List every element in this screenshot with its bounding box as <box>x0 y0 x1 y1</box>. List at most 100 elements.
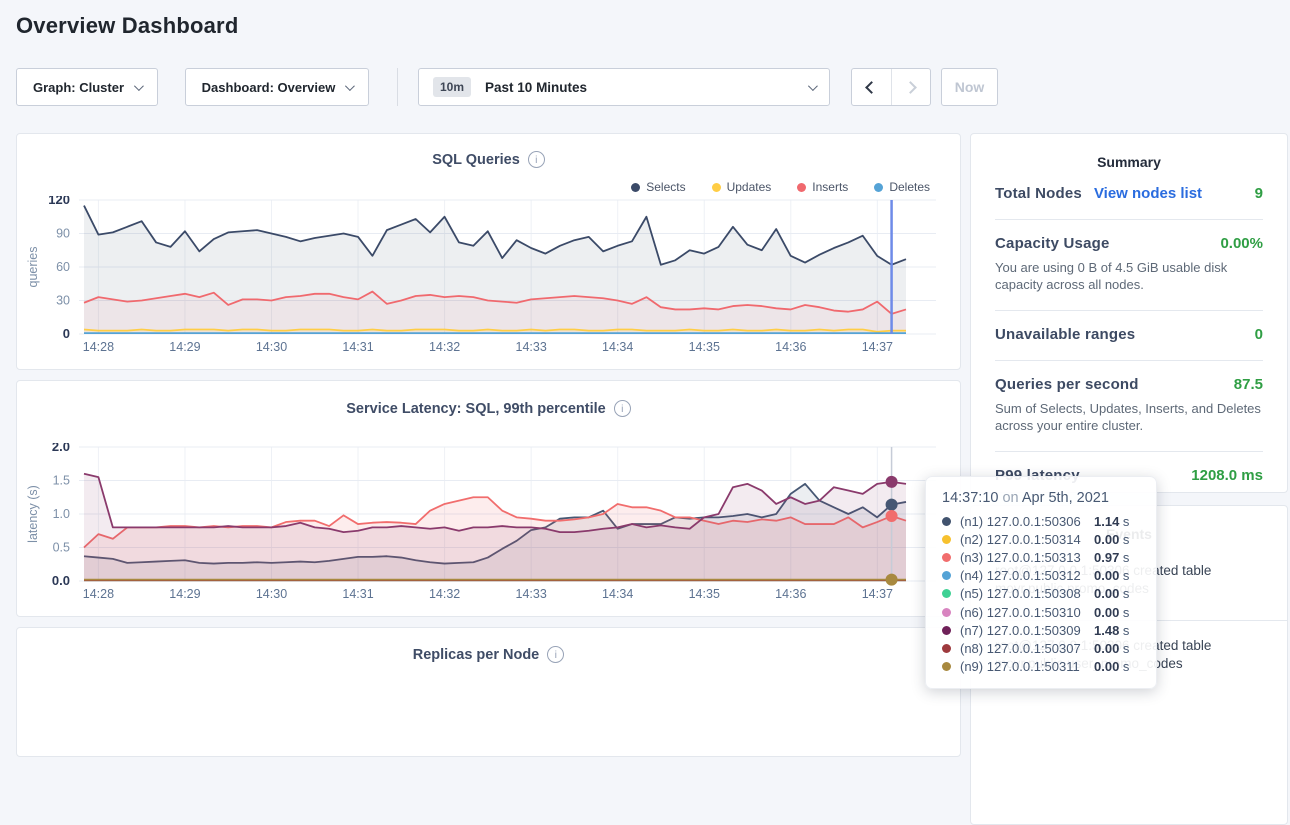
tooltip-unit: s <box>1123 532 1130 547</box>
svg-text:14:35: 14:35 <box>689 340 720 354</box>
tooltip-row: (n2) 127.0.0.1:50314 0.00 s <box>942 530 1140 548</box>
legend-dot <box>874 183 883 192</box>
info-icon[interactable]: i <box>528 151 545 168</box>
hover-dot <box>886 510 898 522</box>
svg-text:2.0: 2.0 <box>52 443 70 454</box>
view-nodes-link[interactable]: View nodes list <box>1094 185 1202 202</box>
svg-text:14:30: 14:30 <box>256 340 287 354</box>
graph-select-dropdown[interactable]: Graph: Cluster <box>16 68 158 106</box>
sql-queries-panel: SQL Queries i SelectsUpdatesInsertsDelet… <box>16 133 961 370</box>
series-dot-icon <box>942 608 951 617</box>
svg-text:90: 90 <box>56 227 70 241</box>
tooltip-node-label: (n5) 127.0.0.1:50308 <box>960 586 1081 601</box>
now-button[interactable]: Now <box>941 68 998 106</box>
tooltip-value: 0.00 s <box>1094 586 1140 601</box>
svg-text:14:37: 14:37 <box>862 587 893 601</box>
summary-title: Summary <box>995 134 1263 170</box>
svg-text:queries: queries <box>26 247 40 288</box>
series-dot-icon <box>942 535 951 544</box>
dashboard-select-dropdown[interactable]: Dashboard: Overview <box>185 68 369 106</box>
svg-text:1.5: 1.5 <box>53 474 70 488</box>
tooltip-unit: s <box>1123 550 1130 565</box>
svg-text:14:32: 14:32 <box>429 587 460 601</box>
dashboard-controls: Graph: Cluster Dashboard: Overview 10m P… <box>0 68 1290 106</box>
info-icon[interactable]: i <box>614 400 631 417</box>
chevron-left-icon <box>865 81 878 94</box>
chart-hover-tooltip: 14:37:10 on Apr 5th, 2021 (n1) 127.0.0.1… <box>925 476 1157 689</box>
svg-text:0: 0 <box>63 326 70 341</box>
tooltip-node-label: (n2) 127.0.0.1:50314 <box>960 532 1081 547</box>
summary-value: 9 <box>1255 185 1263 202</box>
charts-column: SQL Queries i SelectsUpdatesInsertsDelet… <box>16 133 961 757</box>
legend-label: Inserts <box>812 180 848 194</box>
svg-text:14:33: 14:33 <box>516 587 547 601</box>
tooltip-row: (n9) 127.0.0.1:503110.00 s <box>942 658 1140 676</box>
tooltip-value: 1.14 s <box>1094 514 1140 529</box>
time-range-label: Past 10 Minutes <box>485 80 587 95</box>
tooltip-node-label: (n7) 127.0.0.1:50309 <box>960 623 1081 638</box>
tooltip-unit: s <box>1123 586 1130 601</box>
legend-item-inserts[interactable]: Inserts <box>797 180 848 194</box>
time-range-dropdown[interactable]: 10m Past 10 Minutes <box>418 68 830 106</box>
tooltip-node-label: (n1) 127.0.0.1:50306 <box>960 514 1081 529</box>
tooltip-unit: s <box>1123 514 1130 529</box>
summary-value: 0 <box>1255 326 1263 343</box>
graph-select-label: Graph: Cluster <box>33 80 124 95</box>
summary-label: Unavailable ranges <box>995 326 1135 343</box>
service-latency-panel: Service Latency: SQL, 99th percentile i … <box>16 380 961 617</box>
svg-text:14:31: 14:31 <box>342 340 373 354</box>
legend-item-deletes[interactable]: Deletes <box>874 180 930 194</box>
svg-text:14:29: 14:29 <box>169 340 200 354</box>
summary-value: 0.00% <box>1220 235 1263 252</box>
legend-dot <box>797 183 806 192</box>
tooltip-row: (n4) 127.0.0.1:503120.00 s <box>942 567 1140 585</box>
series-dot-icon <box>942 589 951 598</box>
series-dot-icon <box>942 517 951 526</box>
series-dot-icon <box>942 553 951 562</box>
tooltip-value: 0.00 s <box>1094 641 1140 656</box>
legend-label: Deletes <box>889 180 930 194</box>
tooltip-value: 0.97 s <box>1094 550 1140 565</box>
summary-label: Queries per second <box>995 376 1139 393</box>
summary-subtext: You are using 0 B of 4.5 GiB usable disk… <box>995 259 1263 293</box>
summary-subtext: Sum of Selects, Updates, Inserts, and De… <box>995 400 1263 434</box>
svg-text:14:37: 14:37 <box>862 340 893 354</box>
time-prev-button[interactable] <box>852 69 892 105</box>
svg-text:14:32: 14:32 <box>429 340 460 354</box>
info-icon[interactable]: i <box>547 646 564 663</box>
summary-row: Total NodesView nodes list9 <box>995 170 1263 220</box>
summary-value: 87.5 <box>1234 376 1263 393</box>
svg-text:14:29: 14:29 <box>169 587 200 601</box>
svg-text:14:34: 14:34 <box>602 587 633 601</box>
legend-label: Selects <box>646 180 685 194</box>
time-next-button[interactable] <box>892 69 931 105</box>
time-nav-group <box>851 68 931 106</box>
tooltip-value: 0.00 s <box>1094 532 1140 547</box>
legend-dot <box>712 183 721 192</box>
tooltip-unit: s <box>1123 568 1130 583</box>
tooltip-node-label: (n6) 127.0.0.1:50310 <box>960 605 1081 620</box>
sql-queries-chart[interactable]: 14:2814:2914:3014:3114:3214:3314:3414:35… <box>17 196 946 363</box>
chart-title: Service Latency: SQL, 99th percentile <box>346 401 606 417</box>
tooltip-node-label: (n8) 127.0.0.1:50307 <box>960 641 1081 656</box>
legend-item-updates[interactable]: Updates <box>712 180 772 194</box>
chevron-right-icon <box>904 81 917 94</box>
svg-text:14:31: 14:31 <box>342 587 373 601</box>
page-title: Overview Dashboard <box>16 13 238 39</box>
series-dot-icon <box>942 626 951 635</box>
tooltip-value: 0.00 s <box>1094 659 1140 674</box>
series-dot-icon <box>942 571 951 580</box>
legend-dot <box>631 183 640 192</box>
svg-text:14:33: 14:33 <box>516 340 547 354</box>
chart-svg: 14:2814:2914:3014:3114:3214:3314:3414:35… <box>17 443 946 605</box>
legend-item-selects[interactable]: Selects <box>631 180 685 194</box>
hover-dot <box>886 476 898 488</box>
tooltip-row: (n5) 127.0.0.1:50308 0.00 s <box>942 585 1140 603</box>
tooltip-row: (n7) 127.0.0.1:503091.48 s <box>942 621 1140 639</box>
svg-text:14:36: 14:36 <box>775 587 806 601</box>
tooltip-unit: s <box>1123 605 1130 620</box>
legend-label: Updates <box>727 180 772 194</box>
service-latency-chart[interactable]: 14:2814:2914:3014:3114:3214:3314:3414:35… <box>17 443 946 610</box>
summary-value: 1208.0 ms <box>1191 467 1263 484</box>
svg-text:14:35: 14:35 <box>689 587 720 601</box>
